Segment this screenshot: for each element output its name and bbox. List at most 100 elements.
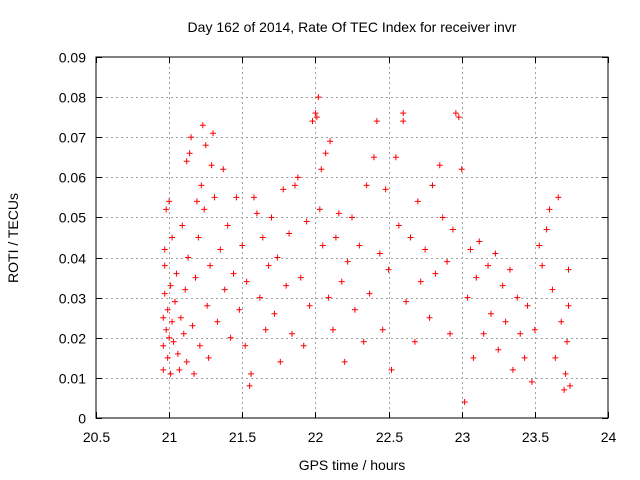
data-point bbox=[449, 226, 456, 233]
data-point bbox=[160, 314, 167, 321]
data-point bbox=[400, 118, 407, 125]
data-point bbox=[207, 262, 214, 269]
data-point bbox=[385, 266, 392, 273]
data-point bbox=[183, 358, 190, 365]
data-point bbox=[214, 318, 221, 325]
plot-border bbox=[95, 56, 609, 419]
data-point bbox=[262, 326, 269, 333]
data-point bbox=[166, 334, 173, 341]
data-point bbox=[161, 246, 168, 253]
data-point bbox=[185, 254, 192, 261]
data-point bbox=[243, 278, 250, 285]
data-point bbox=[458, 166, 465, 173]
data-point bbox=[256, 294, 263, 301]
data-point bbox=[555, 194, 562, 201]
data-point bbox=[473, 274, 480, 281]
data-point bbox=[220, 166, 227, 173]
data-point bbox=[177, 314, 184, 321]
data-point bbox=[565, 302, 572, 309]
data-point bbox=[528, 378, 535, 385]
data-point bbox=[217, 246, 224, 253]
data-point bbox=[171, 298, 178, 305]
data-point bbox=[327, 138, 334, 145]
data-point bbox=[318, 166, 325, 173]
data-point bbox=[250, 194, 257, 201]
data-point bbox=[277, 358, 284, 365]
y-tick-label: 0.05 bbox=[59, 210, 86, 226]
data-point bbox=[470, 354, 477, 361]
data-point bbox=[274, 254, 281, 261]
data-point bbox=[464, 294, 471, 301]
data-point bbox=[524, 302, 531, 309]
data-point bbox=[376, 250, 383, 257]
data-point bbox=[417, 278, 424, 285]
data-point bbox=[388, 366, 395, 373]
y-tick-label: 0.01 bbox=[59, 371, 86, 387]
data-point bbox=[289, 330, 296, 337]
data-point bbox=[341, 358, 348, 365]
data-point bbox=[414, 198, 421, 205]
x-tick-label: 20.5 bbox=[83, 429, 110, 445]
data-point bbox=[163, 326, 170, 333]
data-point bbox=[564, 338, 571, 345]
data-point bbox=[509, 366, 516, 373]
data-point bbox=[319, 242, 326, 249]
data-point bbox=[313, 114, 320, 121]
data-point bbox=[312, 110, 319, 117]
data-point bbox=[160, 342, 167, 349]
data-point bbox=[248, 370, 255, 377]
data-point bbox=[186, 150, 193, 157]
gridlines bbox=[96, 57, 608, 418]
data-point bbox=[163, 206, 170, 213]
data-point bbox=[476, 238, 483, 245]
x-tick-label: 23 bbox=[455, 429, 471, 445]
data-point bbox=[351, 306, 358, 313]
data-point bbox=[167, 370, 174, 377]
y-tick-label: 0 bbox=[78, 411, 86, 427]
data-point bbox=[480, 330, 487, 337]
data-point bbox=[373, 118, 380, 125]
data-point bbox=[309, 118, 316, 125]
data-point bbox=[169, 318, 176, 325]
data-point bbox=[536, 242, 543, 249]
y-tick-label: 0.03 bbox=[59, 291, 86, 307]
data-point bbox=[160, 366, 167, 373]
data-point bbox=[344, 258, 351, 265]
data-point bbox=[429, 182, 436, 189]
data-point bbox=[210, 130, 217, 137]
y-axis-label: ROTI / TECUs bbox=[5, 193, 21, 283]
data-point bbox=[531, 326, 538, 333]
data-point bbox=[239, 242, 246, 249]
data-point bbox=[315, 94, 322, 101]
data-point bbox=[444, 258, 451, 265]
data-point bbox=[400, 110, 407, 117]
data-point bbox=[403, 298, 410, 305]
data-point bbox=[303, 218, 310, 225]
data-point bbox=[338, 278, 345, 285]
data-point bbox=[329, 326, 336, 333]
data-point bbox=[349, 214, 355, 221]
data-point bbox=[521, 354, 528, 361]
data-point bbox=[366, 290, 373, 297]
data-point bbox=[176, 366, 183, 373]
data-point bbox=[199, 122, 206, 129]
data-point bbox=[297, 274, 304, 281]
data-point bbox=[233, 194, 240, 201]
data-point bbox=[426, 314, 433, 321]
data-point bbox=[205, 354, 212, 361]
data-point bbox=[356, 242, 363, 249]
y-tick-label: 0.02 bbox=[59, 331, 86, 347]
data-point bbox=[173, 270, 180, 277]
data-point bbox=[161, 262, 168, 269]
data-point bbox=[230, 270, 237, 277]
data-point bbox=[169, 234, 176, 241]
x-tick-label: 23.5 bbox=[522, 429, 549, 445]
x-tick-label: 22.5 bbox=[376, 429, 403, 445]
data-point bbox=[192, 274, 199, 281]
data-point bbox=[461, 398, 468, 405]
data-point bbox=[280, 186, 287, 193]
data-point bbox=[306, 302, 313, 309]
data-point bbox=[411, 338, 418, 345]
data-points bbox=[160, 94, 573, 405]
data-point bbox=[543, 226, 550, 233]
